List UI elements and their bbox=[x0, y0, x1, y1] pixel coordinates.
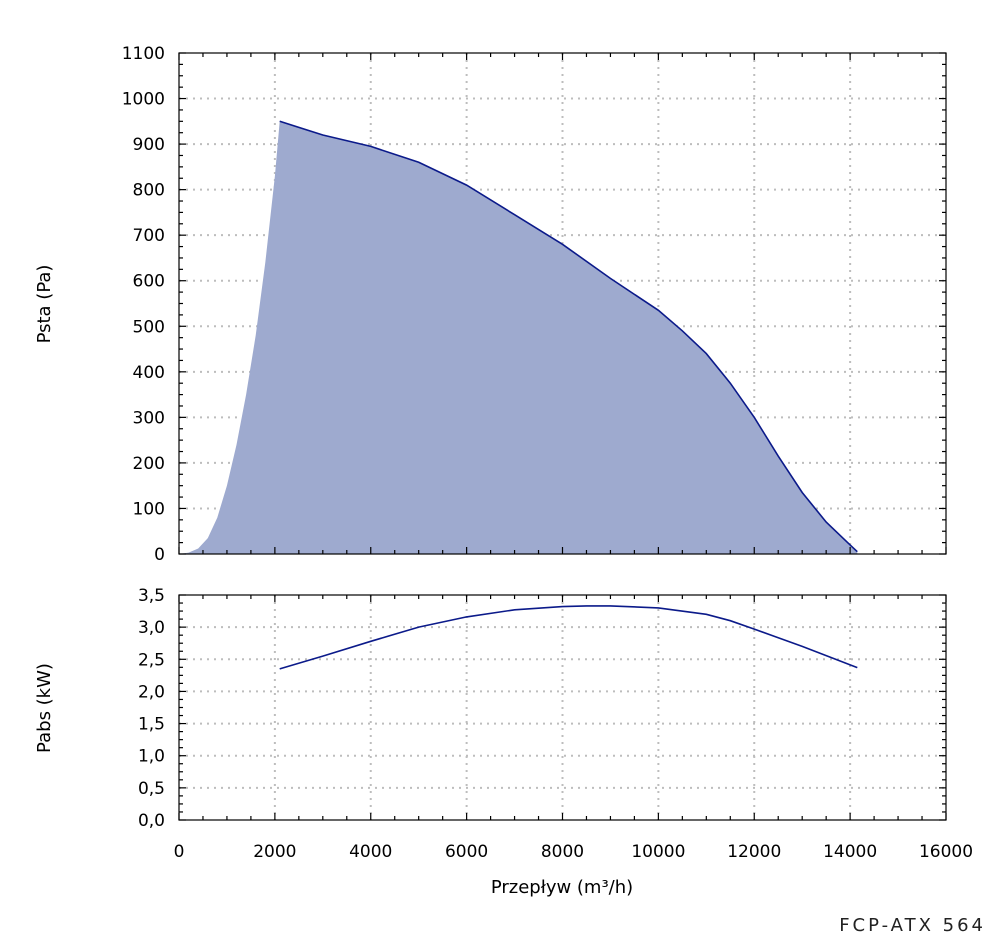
x-tick-label: 16000 bbox=[919, 842, 973, 862]
x-tick-label: 12000 bbox=[727, 842, 781, 862]
y-tick-label: 600 bbox=[133, 272, 165, 292]
operating-area bbox=[179, 121, 858, 555]
y-tick-label: 1000 bbox=[122, 90, 165, 110]
pressure-panel: 0 100 200 300 400 500 600 700 800 900 1000 1100 bbox=[122, 44, 947, 565]
grid bbox=[179, 595, 946, 820]
y-tick-label: 0,0 bbox=[138, 811, 165, 831]
x-tick-label: 14000 bbox=[823, 842, 877, 862]
pressure-curve bbox=[279, 120, 858, 553]
y-tick-label: 100 bbox=[133, 499, 165, 519]
y-tick-label: 1,5 bbox=[138, 715, 165, 735]
y-tick-label: 500 bbox=[133, 317, 165, 337]
y-tick-label: 2,0 bbox=[138, 682, 165, 702]
y-tick-label: 0,5 bbox=[138, 779, 165, 799]
y-tick-label: 300 bbox=[133, 408, 165, 428]
x-tick-label: 8000 bbox=[541, 842, 584, 862]
model-label: FCP-ATX 564 bbox=[839, 915, 986, 936]
y-tick-label: 1100 bbox=[122, 44, 165, 64]
y-tick-label: 400 bbox=[133, 363, 165, 383]
power-panel: 0,0 0,5 1,0 1,5 2,0 2,5 3,0 3,5 0 2000 4000 6000 800… bbox=[138, 586, 973, 862]
x-tick-label: 4000 bbox=[349, 842, 392, 862]
x-axis-title: Przepływ (m³/h) bbox=[491, 877, 633, 898]
y-tick-label: 3,5 bbox=[138, 586, 165, 606]
x-tick-label: 0 bbox=[174, 842, 185, 862]
y-tick-label: 800 bbox=[133, 181, 165, 201]
y-tick-label: 700 bbox=[133, 226, 165, 246]
y-axis-title-power: Pabs (kW) bbox=[34, 663, 55, 753]
y-tick-label: 3,0 bbox=[138, 618, 165, 638]
y-tick-label: 2,5 bbox=[138, 650, 165, 670]
y-tick-label: 900 bbox=[133, 135, 165, 155]
power-curve bbox=[279, 605, 858, 670]
x-tick-label: 6000 bbox=[445, 842, 488, 862]
y-tick-label: 200 bbox=[133, 454, 165, 474]
y-axis-title-pressure: Psta (Pa) bbox=[34, 265, 55, 344]
y-tick-label: 0 bbox=[154, 545, 165, 565]
performance-chart: 0 100 200 300 400 500 600 700 800 900 1000 1100 0,0… bbox=[34, 44, 973, 898]
x-tick-label: 2000 bbox=[253, 842, 296, 862]
y-tick-label: 1,0 bbox=[138, 747, 165, 767]
x-tick-label: 10000 bbox=[631, 842, 685, 862]
